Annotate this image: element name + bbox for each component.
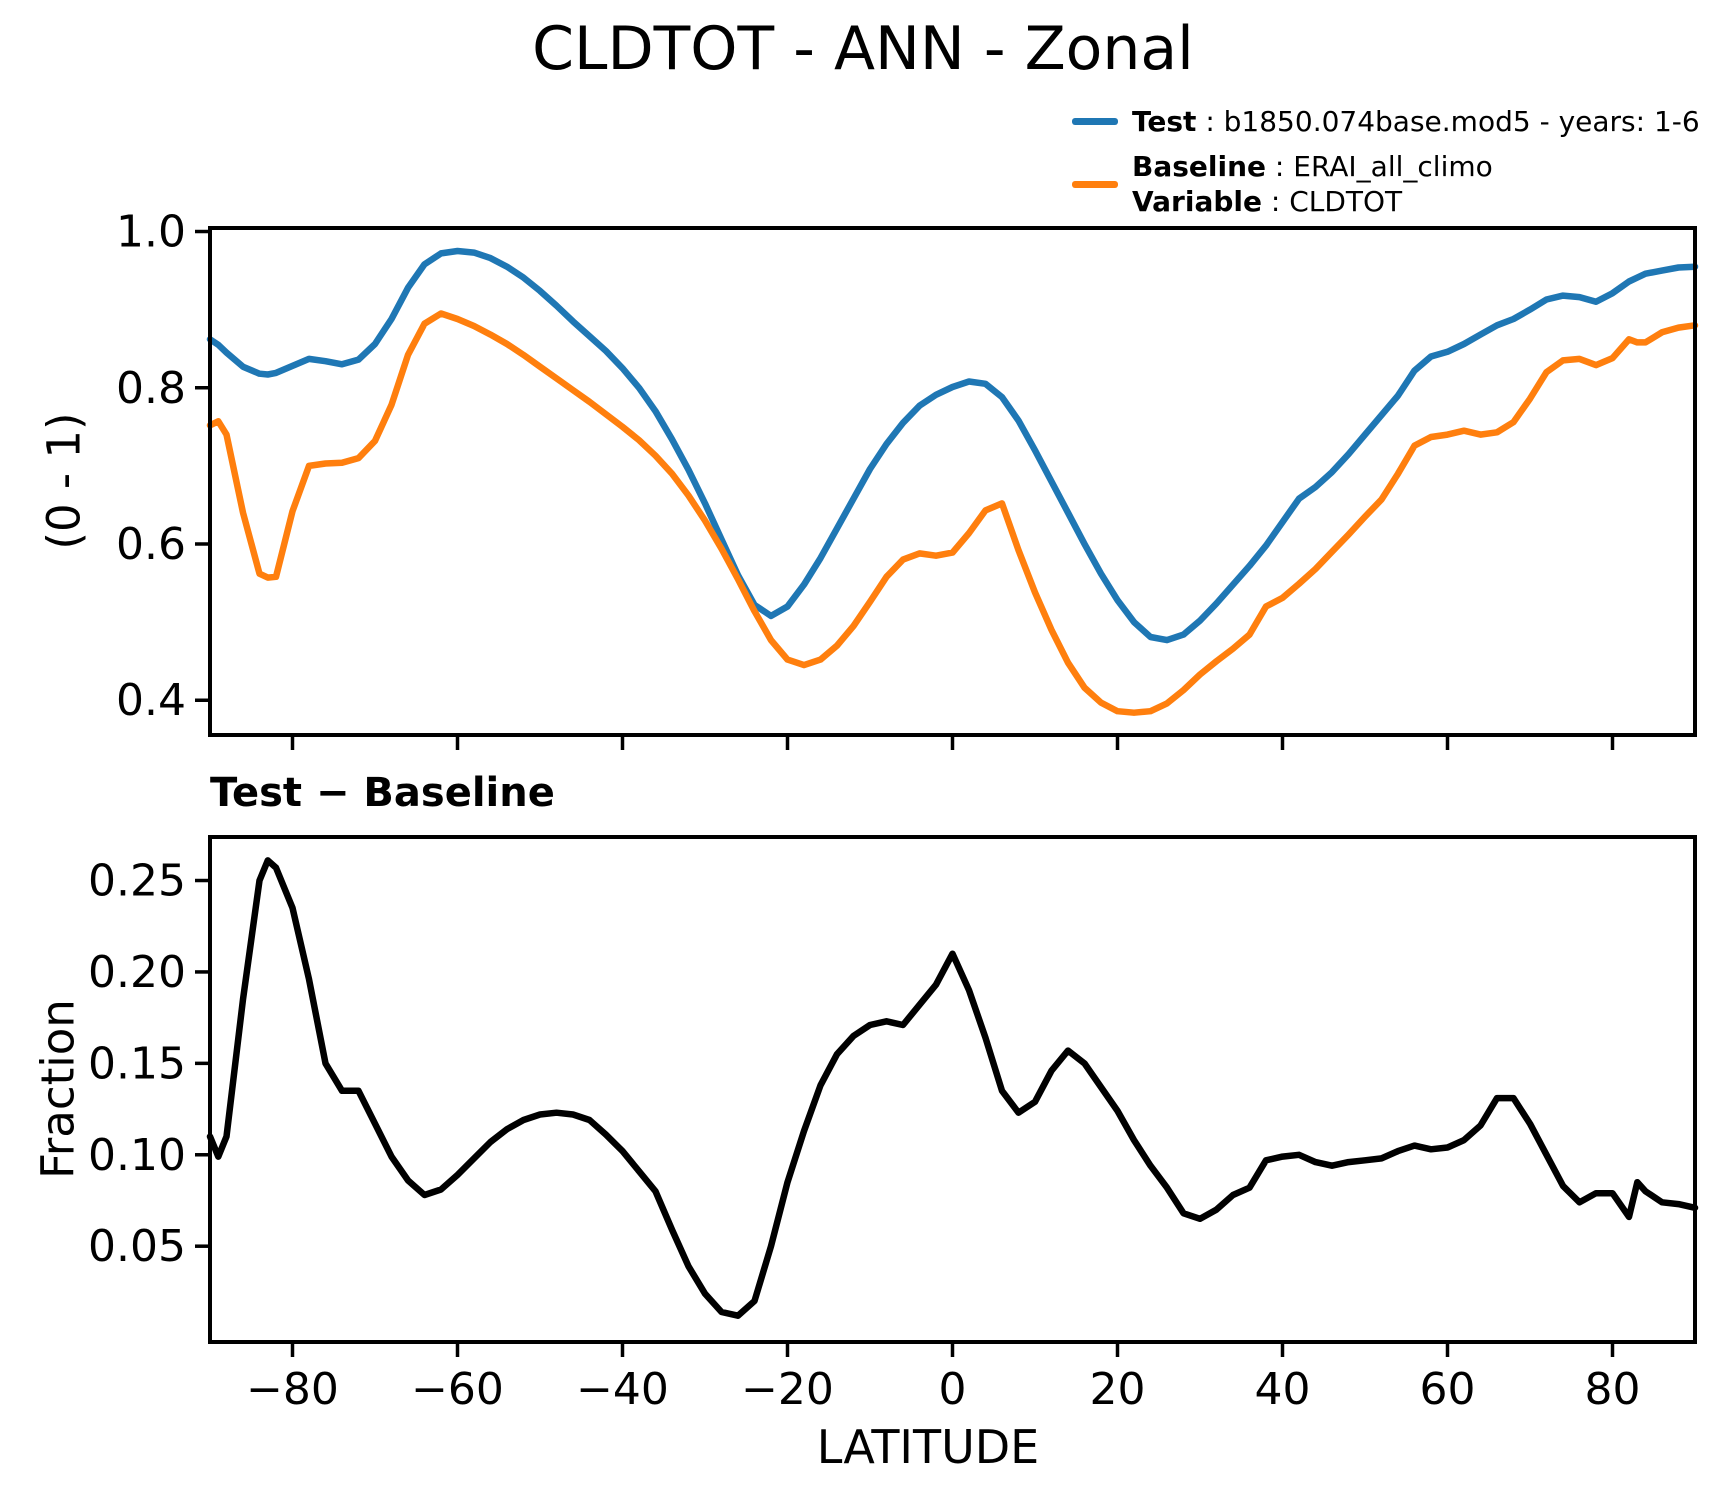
y-tick-label: 0.6	[116, 519, 186, 570]
legend-variable-label-bold: Variable	[1132, 185, 1262, 218]
plot-frame	[208, 835, 1697, 1344]
x-tick-label: −40	[576, 1364, 669, 1415]
legend-variable-line: Variable : CLDTOT	[1132, 184, 1493, 219]
x-axis-label: LATITUDE	[816, 1420, 1040, 1474]
x-tick-label: 60	[1420, 1364, 1476, 1415]
baseline-line	[206, 310, 1699, 716]
y-tick-label: 0.15	[88, 1038, 186, 1089]
x-tick-label: −80	[246, 1364, 339, 1415]
legend-variable-label-rest: : CLDTOT	[1261, 185, 1403, 218]
y-tick-label: 0.4	[116, 675, 186, 726]
legend-baseline-swatch	[1072, 180, 1118, 188]
y-tick-label: 0.25	[88, 856, 186, 907]
page-title: CLDTOT - ANN - Zonal	[532, 14, 1194, 84]
y-tick-label: 0.8	[116, 363, 186, 414]
x-tick-label: 80	[1585, 1364, 1641, 1415]
legend: Test : b1850.074base.mod5 - years: 1-6 B…	[1072, 104, 1700, 219]
x-tick-label: −60	[411, 1364, 504, 1415]
legend-test-label: Test : b1850.074base.mod5 - years: 1-6	[1132, 104, 1700, 139]
test-line	[206, 247, 1699, 644]
x-tick-label: 0	[939, 1364, 967, 1415]
legend-item-test: Test : b1850.074base.mod5 - years: 1-6	[1072, 104, 1700, 139]
legend-test-label-bold: Test	[1132, 105, 1197, 138]
legend-test-label-rest: : b1850.074base.mod5 - years: 1-6	[1196, 105, 1700, 138]
y-tick-label: 0.20	[88, 947, 186, 998]
y-tick-label: 1.0	[116, 207, 186, 258]
plot-frame	[208, 226, 1697, 737]
y-tick-label: 0.10	[88, 1130, 186, 1181]
legend-baseline-label-bold: Baseline	[1132, 150, 1267, 183]
legend-item-baseline: Baseline : ERAI_all_climo Variable : CLD…	[1072, 149, 1700, 219]
top-plot: 1.0 0.8 0.6 0.4	[116, 207, 1699, 750]
legend-test-swatch	[1072, 118, 1118, 125]
x-tick-label: 40	[1255, 1364, 1311, 1415]
legend-baseline-label: Baseline : ERAI_all_climo Variable : CLD…	[1132, 149, 1493, 219]
diff-plot-title: Test − Baseline	[210, 770, 555, 816]
bottom-plot: −80 −60 −40 −20 0 20 40 60 80 0.25 0.20 0.15 0.10 0.0…	[88, 835, 1699, 1415]
legend-baseline-label-rest: : ERAI_all_climo	[1266, 150, 1493, 183]
x-tick-label: 20	[1090, 1364, 1146, 1415]
x-tick-label: −20	[741, 1364, 834, 1415]
legend-baseline-line: Baseline : ERAI_all_climo	[1132, 149, 1493, 184]
y-tick-label: 0.05	[88, 1221, 186, 1272]
test-baseline-line	[206, 857, 1699, 1319]
